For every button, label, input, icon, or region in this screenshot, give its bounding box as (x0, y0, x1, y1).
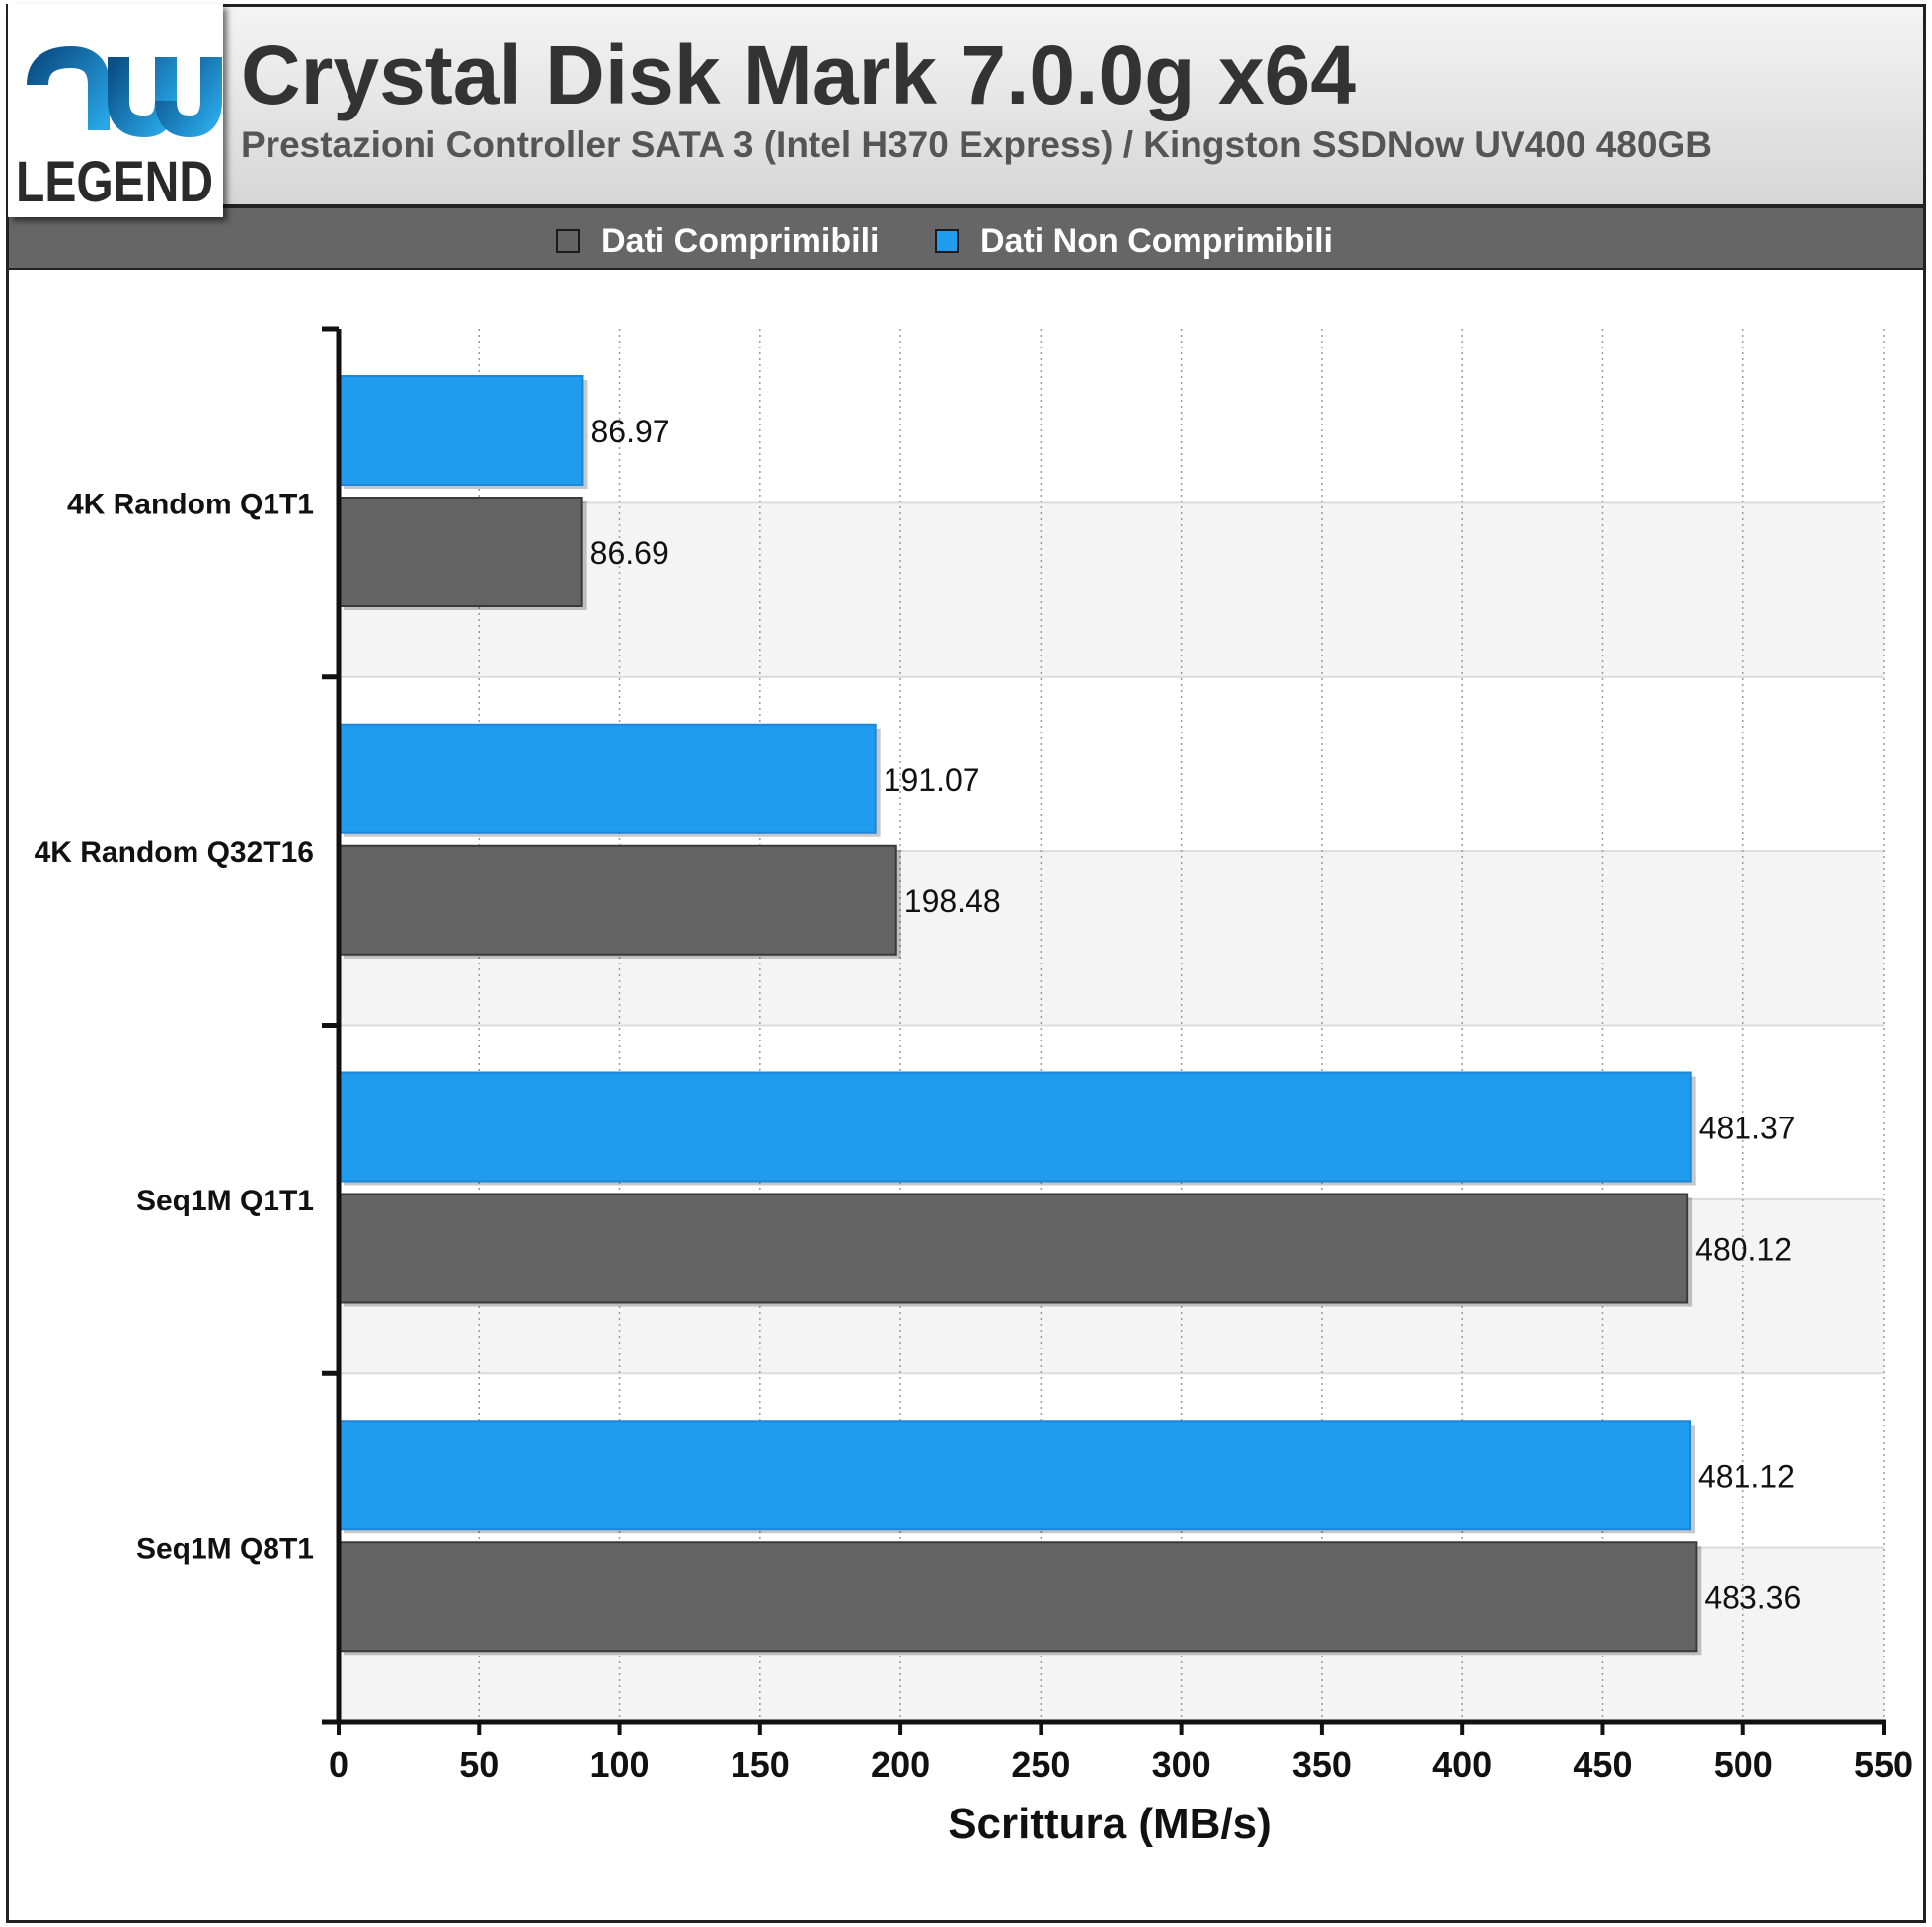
category-label: 4K Random Q32T16 (35, 836, 314, 869)
legend-item-comprimibili[interactable]: Dati Comprimibili (556, 221, 879, 261)
x-tick-label: 100 (590, 1744, 650, 1785)
x-tick-label: 250 (1011, 1744, 1070, 1785)
x-axis-title: Scrittura (MB/s) (948, 1800, 1272, 1848)
value-label-non-comprimibili: 481.12 (1698, 1458, 1795, 1494)
x-tick-label: 400 (1432, 1744, 1492, 1785)
legend-item-non-comprimibili[interactable]: Dati Non Comprimibili (935, 221, 1333, 261)
logo-graphic: LEGEND (16, 28, 222, 214)
x-tick-label: 0 (329, 1744, 348, 1785)
hwlegend-logo: LEGEND (8, 4, 223, 217)
legend-label-non-comprimibili: Dati Non Comprimibili (980, 221, 1333, 260)
bar-non-comprimibili (338, 723, 877, 834)
category-label: Seq1M Q8T1 (136, 1533, 314, 1566)
value-label-comprimibili: 86.69 (590, 535, 669, 571)
logo-legend-text: LEGEND (16, 150, 213, 214)
legend-label-comprimibili: Dati Comprimibili (601, 221, 880, 260)
x-tick-label: 450 (1573, 1744, 1632, 1785)
legend-bar (6, 205, 1926, 270)
x-tick-label: 550 (1854, 1744, 1913, 1785)
value-label-comprimibili: 483.36 (1704, 1580, 1801, 1615)
bar-non-comprimibili (338, 375, 584, 486)
bar-comprimibili (338, 497, 583, 607)
value-label-non-comprimibili: 191.07 (884, 762, 980, 798)
x-tick-label: 50 (459, 1744, 499, 1785)
bar-comprimibili (338, 1541, 1698, 1653)
chart-title: Crystal Disk Mark 7.0.0g x64 (241, 29, 1356, 121)
category-label: Seq1M Q1T1 (136, 1185, 314, 1217)
bar-non-comprimibili (338, 1071, 1692, 1183)
plot-stripe (339, 502, 1884, 677)
legend-swatch-comprimibili (556, 229, 580, 253)
chart-subtitle: Prestazioni Controller SATA 3 (Intel H37… (241, 124, 1712, 165)
x-tick-label: 150 (731, 1744, 790, 1785)
x-tick-label: 500 (1714, 1744, 1773, 1785)
value-label-comprimibili: 198.48 (904, 884, 1001, 919)
x-tick-label: 200 (871, 1744, 930, 1785)
x-tick-label: 300 (1152, 1744, 1211, 1785)
value-label-non-comprimibili: 86.97 (590, 414, 669, 449)
bar-comprimibili (338, 844, 897, 956)
x-tick-label: 350 (1292, 1744, 1352, 1785)
value-label-non-comprimibili: 481.37 (1699, 1111, 1796, 1146)
plot-stripe (339, 329, 1884, 503)
chart-header (6, 4, 1926, 207)
category-label: 4K Random Q1T1 (67, 488, 314, 520)
value-label-comprimibili: 480.12 (1695, 1232, 1792, 1268)
bar-non-comprimibili (338, 1420, 1692, 1531)
bar-comprimibili (338, 1193, 1689, 1304)
legend-swatch-non-comprimibili (935, 229, 959, 253)
